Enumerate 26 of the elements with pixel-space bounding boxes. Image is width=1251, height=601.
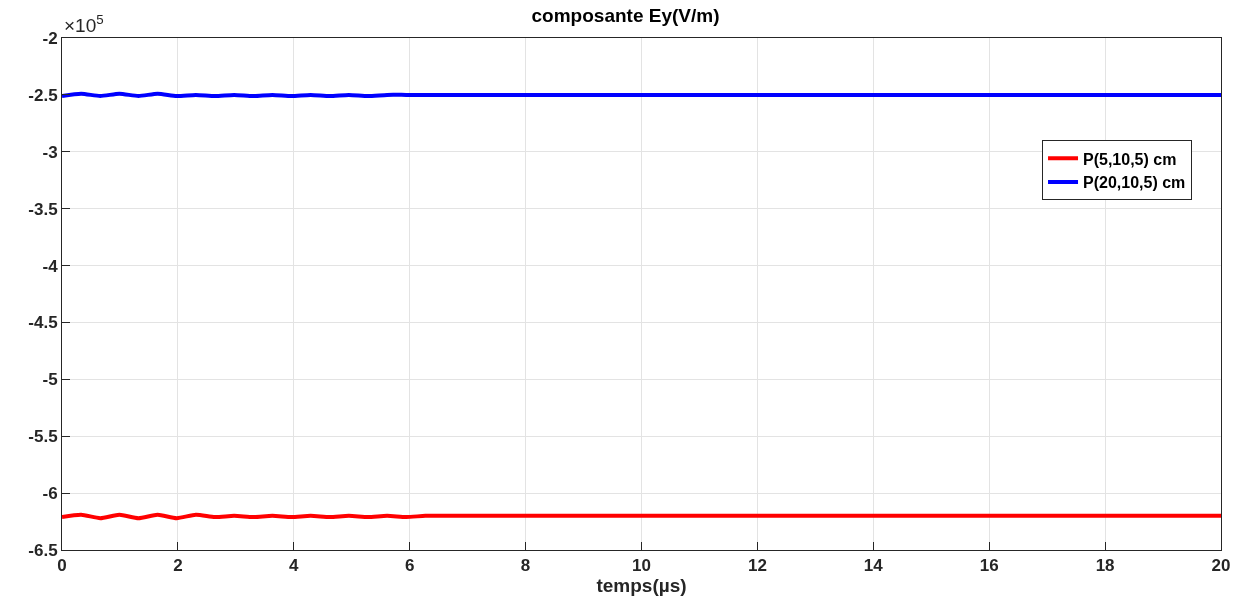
x-tick-label: 8 [520,556,531,576]
y-tick-label: -2.5 [28,85,58,105]
y-tick-label: -5 [42,370,58,390]
y-tick-label: -3.5 [28,199,58,219]
x-tick-label: 12 [747,556,767,576]
x-tick-label: 2 [173,556,183,576]
x-tick-label: 16 [979,556,999,576]
x-tick-label: 6 [404,556,415,576]
x-tick-label: 14 [863,556,884,576]
x-tick-label: 10 [632,556,651,576]
x-axis-title: temps(µs) [596,575,687,597]
y-tick-label: -3 [42,142,58,162]
chart-title: composante Ey(V/m) [531,5,720,27]
y-tick-label: -5.5 [28,427,58,447]
legend-label: P(20,10,5) cm [1083,174,1186,192]
x-tick-label: 4 [289,556,300,576]
x-tick-label: 0 [57,556,67,576]
y-tick-label: -4.5 [28,313,58,333]
x-tick-label: 18 [1095,556,1115,576]
y-tick-label: -6 [42,484,58,504]
text: ×10$^{5}$ [64,12,104,36]
x-tick-label: 20 [1211,556,1231,576]
legend-label: P(5,10,5) cm [1083,150,1177,168]
y-tick-label: -2 [42,28,58,48]
y-tick-label: -6.5 [28,540,58,560]
y-tick-label: -4 [42,256,59,276]
